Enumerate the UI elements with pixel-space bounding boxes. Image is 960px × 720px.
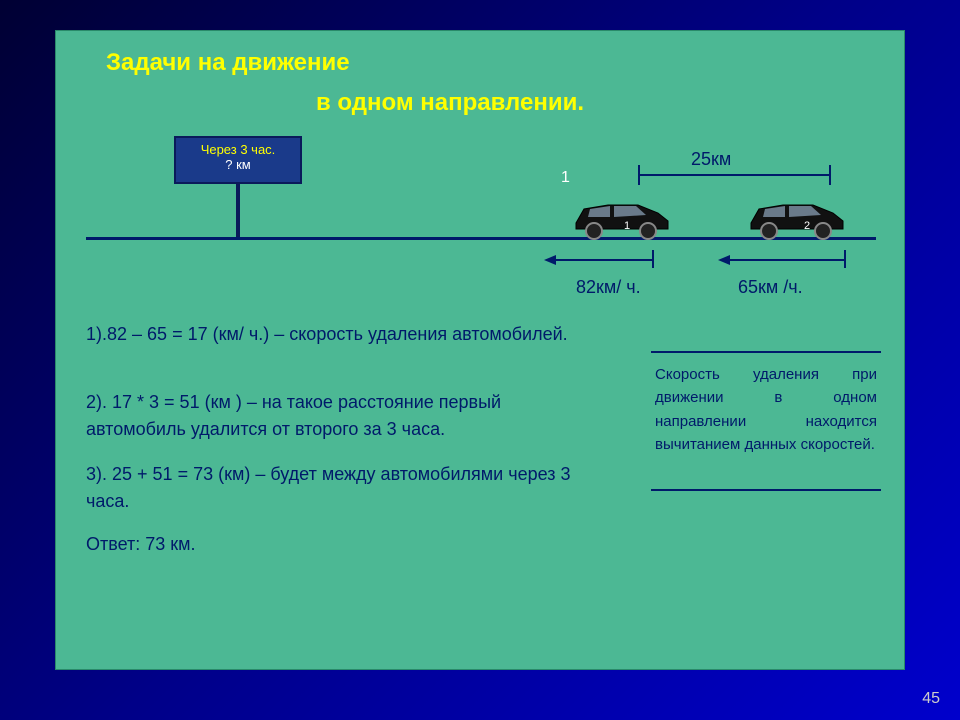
car-2-icon (741, 191, 851, 241)
car1-number: 1 (624, 220, 630, 232)
sign-box: Через 3 час. ? км (174, 136, 302, 184)
speed1-label: 82км/ ч. (576, 277, 641, 298)
solution-step-3: 3). 25 + 51 = 73 (км) – будет между авто… (86, 461, 586, 515)
speed1-arrow-line (554, 259, 654, 261)
gap-tick-right (829, 165, 831, 185)
speed2-arrow-line (728, 259, 846, 261)
car1-top-label: 1 (561, 169, 570, 187)
speed2-arrow-head (718, 255, 730, 265)
speed2-label: 65км /ч. (738, 277, 803, 298)
speed2-tick (844, 250, 846, 268)
sign-line1: Через 3 час. (176, 142, 300, 157)
solution-answer: Ответ: 73 км. (86, 531, 196, 558)
speed1-tick (652, 250, 654, 268)
slide-panel: Задачи на движение в одном направлении. … (55, 30, 905, 670)
subtitle: в одном направлении. (316, 89, 584, 117)
solution-step-1: 1).82 – 65 = 17 (км/ ч.) – скорость удал… (86, 321, 586, 348)
page-number: 45 (922, 690, 940, 708)
car-1-icon (566, 191, 676, 241)
gap-tick-left (638, 165, 640, 185)
note-box: Скорость удаления при движении в одном н… (651, 351, 881, 491)
sign-post (236, 184, 240, 239)
car2-number: 2 (804, 220, 810, 232)
gap-distance-label: 25км (691, 149, 731, 170)
solution-step-2: 2). 17 * 3 = 51 (км ) – на такое расстоя… (86, 389, 586, 443)
gap-line (638, 174, 831, 176)
title: Задачи на движение (106, 49, 350, 77)
sign-line2: ? км (176, 157, 300, 172)
speed1-arrow-head (544, 255, 556, 265)
